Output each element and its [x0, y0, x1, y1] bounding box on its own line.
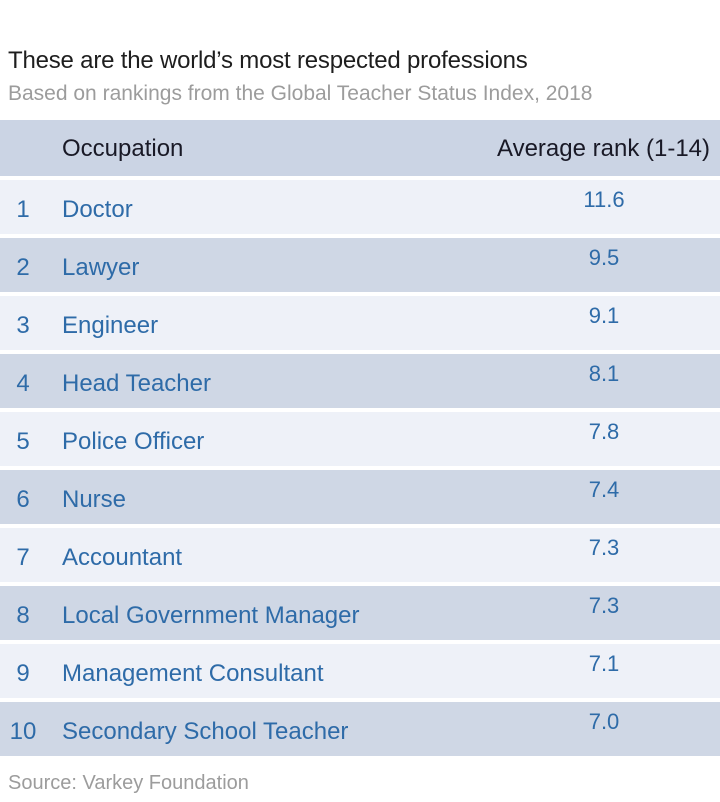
average-rank-value: 8.1 [588, 360, 620, 386]
table-rows: 1 Doctor 11.6 2 Lawyer 9.5 3 Engineer 9.… [0, 179, 720, 756]
rankings-table: Occupation Average rank (1-14) 1 Doctor … [0, 119, 720, 756]
column-header-average-rank: Average rank (1-14) [497, 134, 710, 162]
table-header-row: Occupation Average rank (1-14) [0, 119, 720, 176]
occupation-label: Nurse [62, 485, 127, 513]
average-rank-value: 9.5 [588, 244, 620, 270]
rank-position: 7 [16, 543, 30, 571]
table-row: 3 Engineer 9.1 [0, 295, 720, 350]
occupation-label: Accountant [62, 543, 183, 571]
column-header-occupation: Occupation [62, 134, 184, 162]
occupation-label: Police Officer [62, 427, 205, 455]
table-row: 7 Accountant 7.3 [0, 527, 720, 582]
occupation-label: Management Consultant [62, 659, 324, 687]
rank-position: 6 [16, 485, 30, 513]
average-rank-value: 7.3 [588, 592, 620, 618]
occupation-label: Engineer [62, 311, 159, 339]
average-rank-value: 7.4 [588, 476, 620, 502]
rank-position: 1 [16, 195, 30, 223]
occupation-label: Doctor [62, 195, 133, 223]
page-title: These are the world’s most respected pro… [8, 47, 528, 74]
occupation-label: Head Teacher [62, 369, 211, 397]
average-rank-value: 7.1 [588, 650, 620, 676]
occupation-label: Local Government Manager [62, 601, 360, 629]
table-row: 4 Head Teacher 8.1 [0, 353, 720, 408]
average-rank-value: 7.0 [588, 708, 620, 734]
rank-position: 3 [16, 311, 30, 339]
rank-position: 2 [16, 253, 30, 281]
rank-position: 8 [16, 601, 30, 629]
source-note: Source: Varkey Foundation [8, 771, 249, 794]
table-row: 10 Secondary School Teacher 7.0 [0, 701, 720, 756]
table-row: 1 Doctor 11.6 [0, 179, 720, 234]
table-row: 2 Lawyer 9.5 [0, 237, 720, 292]
column-header-position-spacer [0, 120, 46, 176]
page-subtitle: Based on rankings from the Global Teache… [8, 81, 593, 105]
rank-position: 4 [16, 369, 30, 397]
average-rank-value: 11.6 [583, 186, 625, 212]
average-rank-value: 9.1 [588, 302, 620, 328]
infographic: These are the world’s most respected pro… [0, 47, 720, 795]
average-rank-value: 7.3 [588, 534, 620, 560]
table-row: 9 Management Consultant 7.1 [0, 643, 720, 698]
table-row: 8 Local Government Manager 7.3 [0, 585, 720, 640]
table-row: 6 Nurse 7.4 [0, 469, 720, 524]
rank-position: 10 [9, 717, 37, 745]
occupation-label: Secondary School Teacher [62, 717, 349, 745]
average-rank-value: 7.8 [588, 418, 620, 444]
rank-position: 5 [16, 427, 30, 455]
table-row: 5 Police Officer 7.8 [0, 411, 720, 466]
rank-position: 9 [16, 659, 30, 687]
occupation-label: Lawyer [62, 253, 140, 281]
